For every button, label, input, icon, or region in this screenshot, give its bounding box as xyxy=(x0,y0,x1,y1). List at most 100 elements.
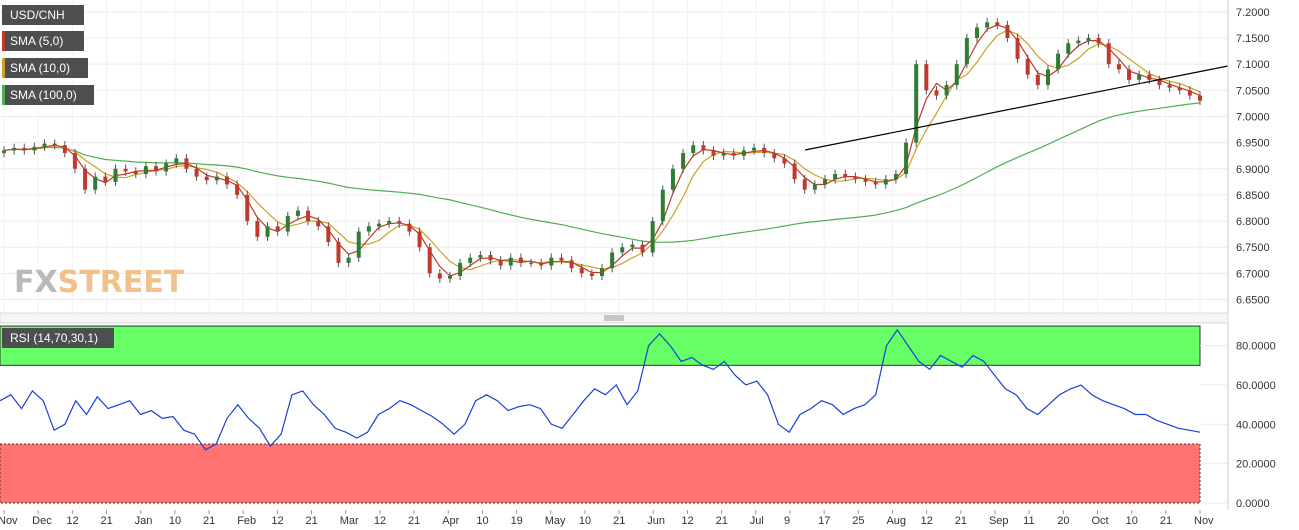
candle-body xyxy=(822,179,827,185)
candle-body xyxy=(670,168,675,190)
price-tick-label: 6.6500 xyxy=(1236,295,1270,307)
candle-body xyxy=(498,260,503,266)
candle-body xyxy=(1066,43,1071,54)
candle-body xyxy=(407,223,412,232)
date-tick-label: 21 xyxy=(716,515,728,527)
candle-body xyxy=(214,176,219,181)
candle-body xyxy=(833,174,838,180)
candle-body xyxy=(285,215,290,232)
legend-rsi[interactable]: RSI (14,70,30,1) xyxy=(2,328,114,348)
rsi-grid xyxy=(1200,345,1228,504)
legend-sma100[interactable]: SMA (100,0) xyxy=(2,85,94,105)
candle-body xyxy=(579,268,584,274)
price-tick-label: 7.1000 xyxy=(1236,59,1270,71)
price-axis-ticks: 7.2000 7.1500 7.1000 7.0500 7.0000 6.9500 6.90… xyxy=(1236,7,1270,307)
candle-body xyxy=(488,255,493,261)
rsi-overbought-zone xyxy=(0,325,1201,366)
candle-body xyxy=(843,174,848,177)
candle-body xyxy=(812,184,817,190)
date-tick-label: Jan xyxy=(135,515,153,527)
date-tick-label: 20 xyxy=(1057,515,1069,527)
price-grid xyxy=(0,0,1228,313)
candle-body xyxy=(772,153,777,159)
candle-body xyxy=(529,262,534,264)
candle-body xyxy=(741,150,746,156)
candle-body xyxy=(1167,85,1172,88)
candle-body xyxy=(356,231,361,258)
date-tick-label: 11 xyxy=(1023,515,1034,527)
candle-body xyxy=(559,257,564,261)
candle-body xyxy=(133,171,138,174)
rsi-tick-label: 80.0000 xyxy=(1236,341,1276,353)
sma100-line xyxy=(3,102,1201,243)
candle-body xyxy=(934,90,939,96)
rsi-tick-label: 60.0000 xyxy=(1236,380,1276,392)
candle-body xyxy=(1025,58,1030,75)
candle-body xyxy=(924,64,929,91)
candle-body xyxy=(306,210,311,222)
candle-body xyxy=(62,145,67,154)
candle-body xyxy=(508,257,513,266)
date-tick-label: 12 xyxy=(271,515,283,527)
candle-body xyxy=(468,257,473,263)
candle-body xyxy=(863,179,868,182)
date-tick-label: 10 xyxy=(1126,515,1138,527)
price-tick-label: 7.1500 xyxy=(1236,33,1270,45)
date-tick-label: 21 xyxy=(101,515,113,527)
date-tick-label: Oct xyxy=(1091,515,1108,527)
candle-body xyxy=(377,223,382,227)
legend-sma5[interactable]: SMA (5,0) xyxy=(2,31,84,51)
candles xyxy=(2,18,1202,283)
candle-body xyxy=(275,226,280,232)
date-tick-label: 21 xyxy=(955,515,967,527)
price-tick-label: 6.7000 xyxy=(1236,268,1270,280)
candle-body xyxy=(660,189,665,222)
date-tick-label: 21 xyxy=(306,515,318,527)
date-tick-label: 10 xyxy=(169,515,181,527)
fxstreet-watermark: FXSTREET xyxy=(14,265,185,300)
candle-body xyxy=(600,268,604,276)
candle-body xyxy=(681,153,686,169)
candle-body xyxy=(255,221,260,237)
candle-body xyxy=(1116,64,1121,70)
candle-body xyxy=(417,231,422,248)
candle-body xyxy=(802,179,807,190)
candle-body xyxy=(387,221,392,224)
rsi-axis-ticks: 80.0000 60.0000 40.0000 20.0000 0.0000 xyxy=(1236,341,1276,510)
candle-body xyxy=(32,146,37,151)
price-tick-label: 6.9000 xyxy=(1236,164,1270,176)
candle-body xyxy=(316,221,321,227)
candle-body xyxy=(640,244,645,253)
legend-usdcnh[interactable]: USD/CNH xyxy=(2,5,84,25)
candle-body xyxy=(893,174,898,180)
candle-body xyxy=(397,221,402,224)
candle-body xyxy=(72,153,77,169)
candle-body xyxy=(995,22,1000,25)
rsi-tick-label: 40.0000 xyxy=(1236,419,1276,431)
candle-body xyxy=(1157,79,1162,86)
candle-body xyxy=(904,142,909,174)
candle-body xyxy=(752,147,757,151)
candle-body xyxy=(964,38,969,65)
date-tick-label: Mar xyxy=(340,515,359,527)
date-axis: Nov Dec 12 21 Jan 10 21 Feb 12 21 Mar 12 21 Apr 10 19 Ma… xyxy=(0,510,1214,527)
candle-body xyxy=(113,168,118,182)
rsi-line xyxy=(0,328,1201,451)
legend-sma10[interactable]: SMA (10,0) xyxy=(2,58,88,78)
candle-body xyxy=(103,176,108,182)
candle-body xyxy=(447,276,452,279)
candle-body xyxy=(184,158,189,169)
date-tick-label: 25 xyxy=(852,515,864,527)
candle-body xyxy=(52,143,57,146)
candle-body xyxy=(549,257,554,266)
resize-handle-icon[interactable] xyxy=(604,315,624,321)
price-tick-label: 7.0500 xyxy=(1236,85,1270,97)
rsi-zones xyxy=(0,325,1201,504)
candle-body xyxy=(518,257,523,263)
date-tick-label: May xyxy=(545,515,566,527)
candle-body xyxy=(366,226,371,232)
sma100-path xyxy=(3,102,1201,243)
rsi-path xyxy=(0,328,1201,451)
date-tick-label: 10 xyxy=(579,515,591,527)
candle-body xyxy=(164,163,169,172)
